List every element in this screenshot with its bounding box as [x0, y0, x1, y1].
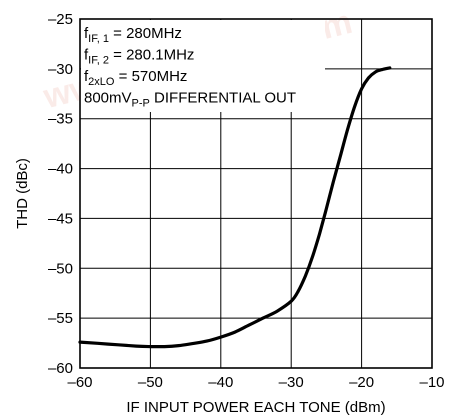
- x-tick-label: –20: [349, 374, 374, 391]
- y-tick-label: –55: [48, 310, 73, 327]
- y-tick-label: –30: [48, 61, 73, 78]
- x-tick-label: –40: [208, 374, 233, 391]
- y-tick-label: –35: [48, 111, 73, 128]
- y-tick-label: –45: [48, 210, 73, 227]
- y-tick-label: –25: [48, 11, 73, 28]
- x-axis-label: IF INPUT POWER EACH TONE (dBm): [126, 399, 385, 416]
- x-tick-label: –50: [138, 374, 163, 391]
- y-axis-ticks: –25 –30 –35 –40 –45 –50 –55 –60: [48, 11, 73, 377]
- y-tick-label: –40: [48, 161, 73, 178]
- x-axis-ticks: –60 –50 –40 –30 –20 –10: [67, 374, 444, 391]
- y-tick-label: –60: [48, 360, 73, 377]
- y-tick-label: –50: [48, 260, 73, 277]
- y-axis-label: THD (dBc): [14, 158, 31, 229]
- x-tick-label: –30: [279, 374, 304, 391]
- x-tick-label: –10: [419, 374, 444, 391]
